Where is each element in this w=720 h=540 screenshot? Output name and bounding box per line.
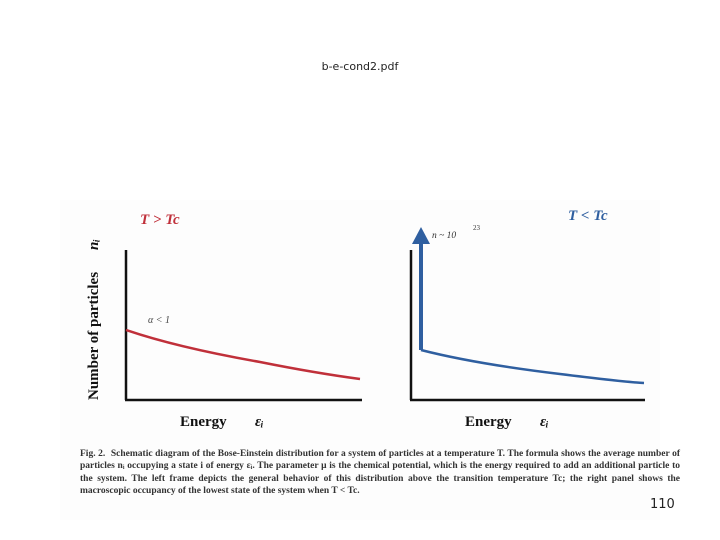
right-panel-title: T < Tc xyxy=(568,208,608,224)
left-panel-title: T > Tc xyxy=(140,212,180,228)
left-panel-annotation: α < 1 xyxy=(148,315,170,326)
arrow-up-icon xyxy=(412,227,430,244)
page-number: 110 xyxy=(650,497,675,512)
right-distribution-curve xyxy=(420,348,645,385)
figure-caption: Fig. 2. Schematic diagram of the Bose-Ei… xyxy=(80,448,680,498)
figure-graphics: T > Tc α < 1 Energy εᵢ Number of particl… xyxy=(86,208,645,430)
left-panel: T > Tc α < 1 Energy εᵢ Number of particl… xyxy=(86,212,362,430)
y-axis-label: Number of particles xyxy=(86,272,102,400)
y-axis-symbol: nᵢ xyxy=(86,239,102,250)
left-x-axis-symbol: εᵢ xyxy=(255,414,264,430)
left-distribution-curve xyxy=(125,328,361,381)
right-panel: T < Tc n ~ 10 23 Energy εᵢ xyxy=(409,208,645,430)
caption-text: Schematic diagram of the Bose-Einstein d… xyxy=(80,449,680,497)
right-panel-annotation: n ~ 10 xyxy=(432,231,456,241)
y-axis-label-group: Number of particles nᵢ xyxy=(86,239,102,400)
right-panel-annotation-exponent: 23 xyxy=(473,224,481,232)
right-x-axis-label: Energy xyxy=(465,414,512,430)
right-x-axis-symbol: εᵢ xyxy=(540,414,549,430)
bose-einstein-figure: T > Tc α < 1 Energy εᵢ Number of particl… xyxy=(60,200,660,520)
left-x-axis-label: Energy xyxy=(180,414,227,430)
file-title: b-e-cond2.pdf xyxy=(321,60,399,73)
caption-lead: Fig. 2. xyxy=(80,449,106,459)
